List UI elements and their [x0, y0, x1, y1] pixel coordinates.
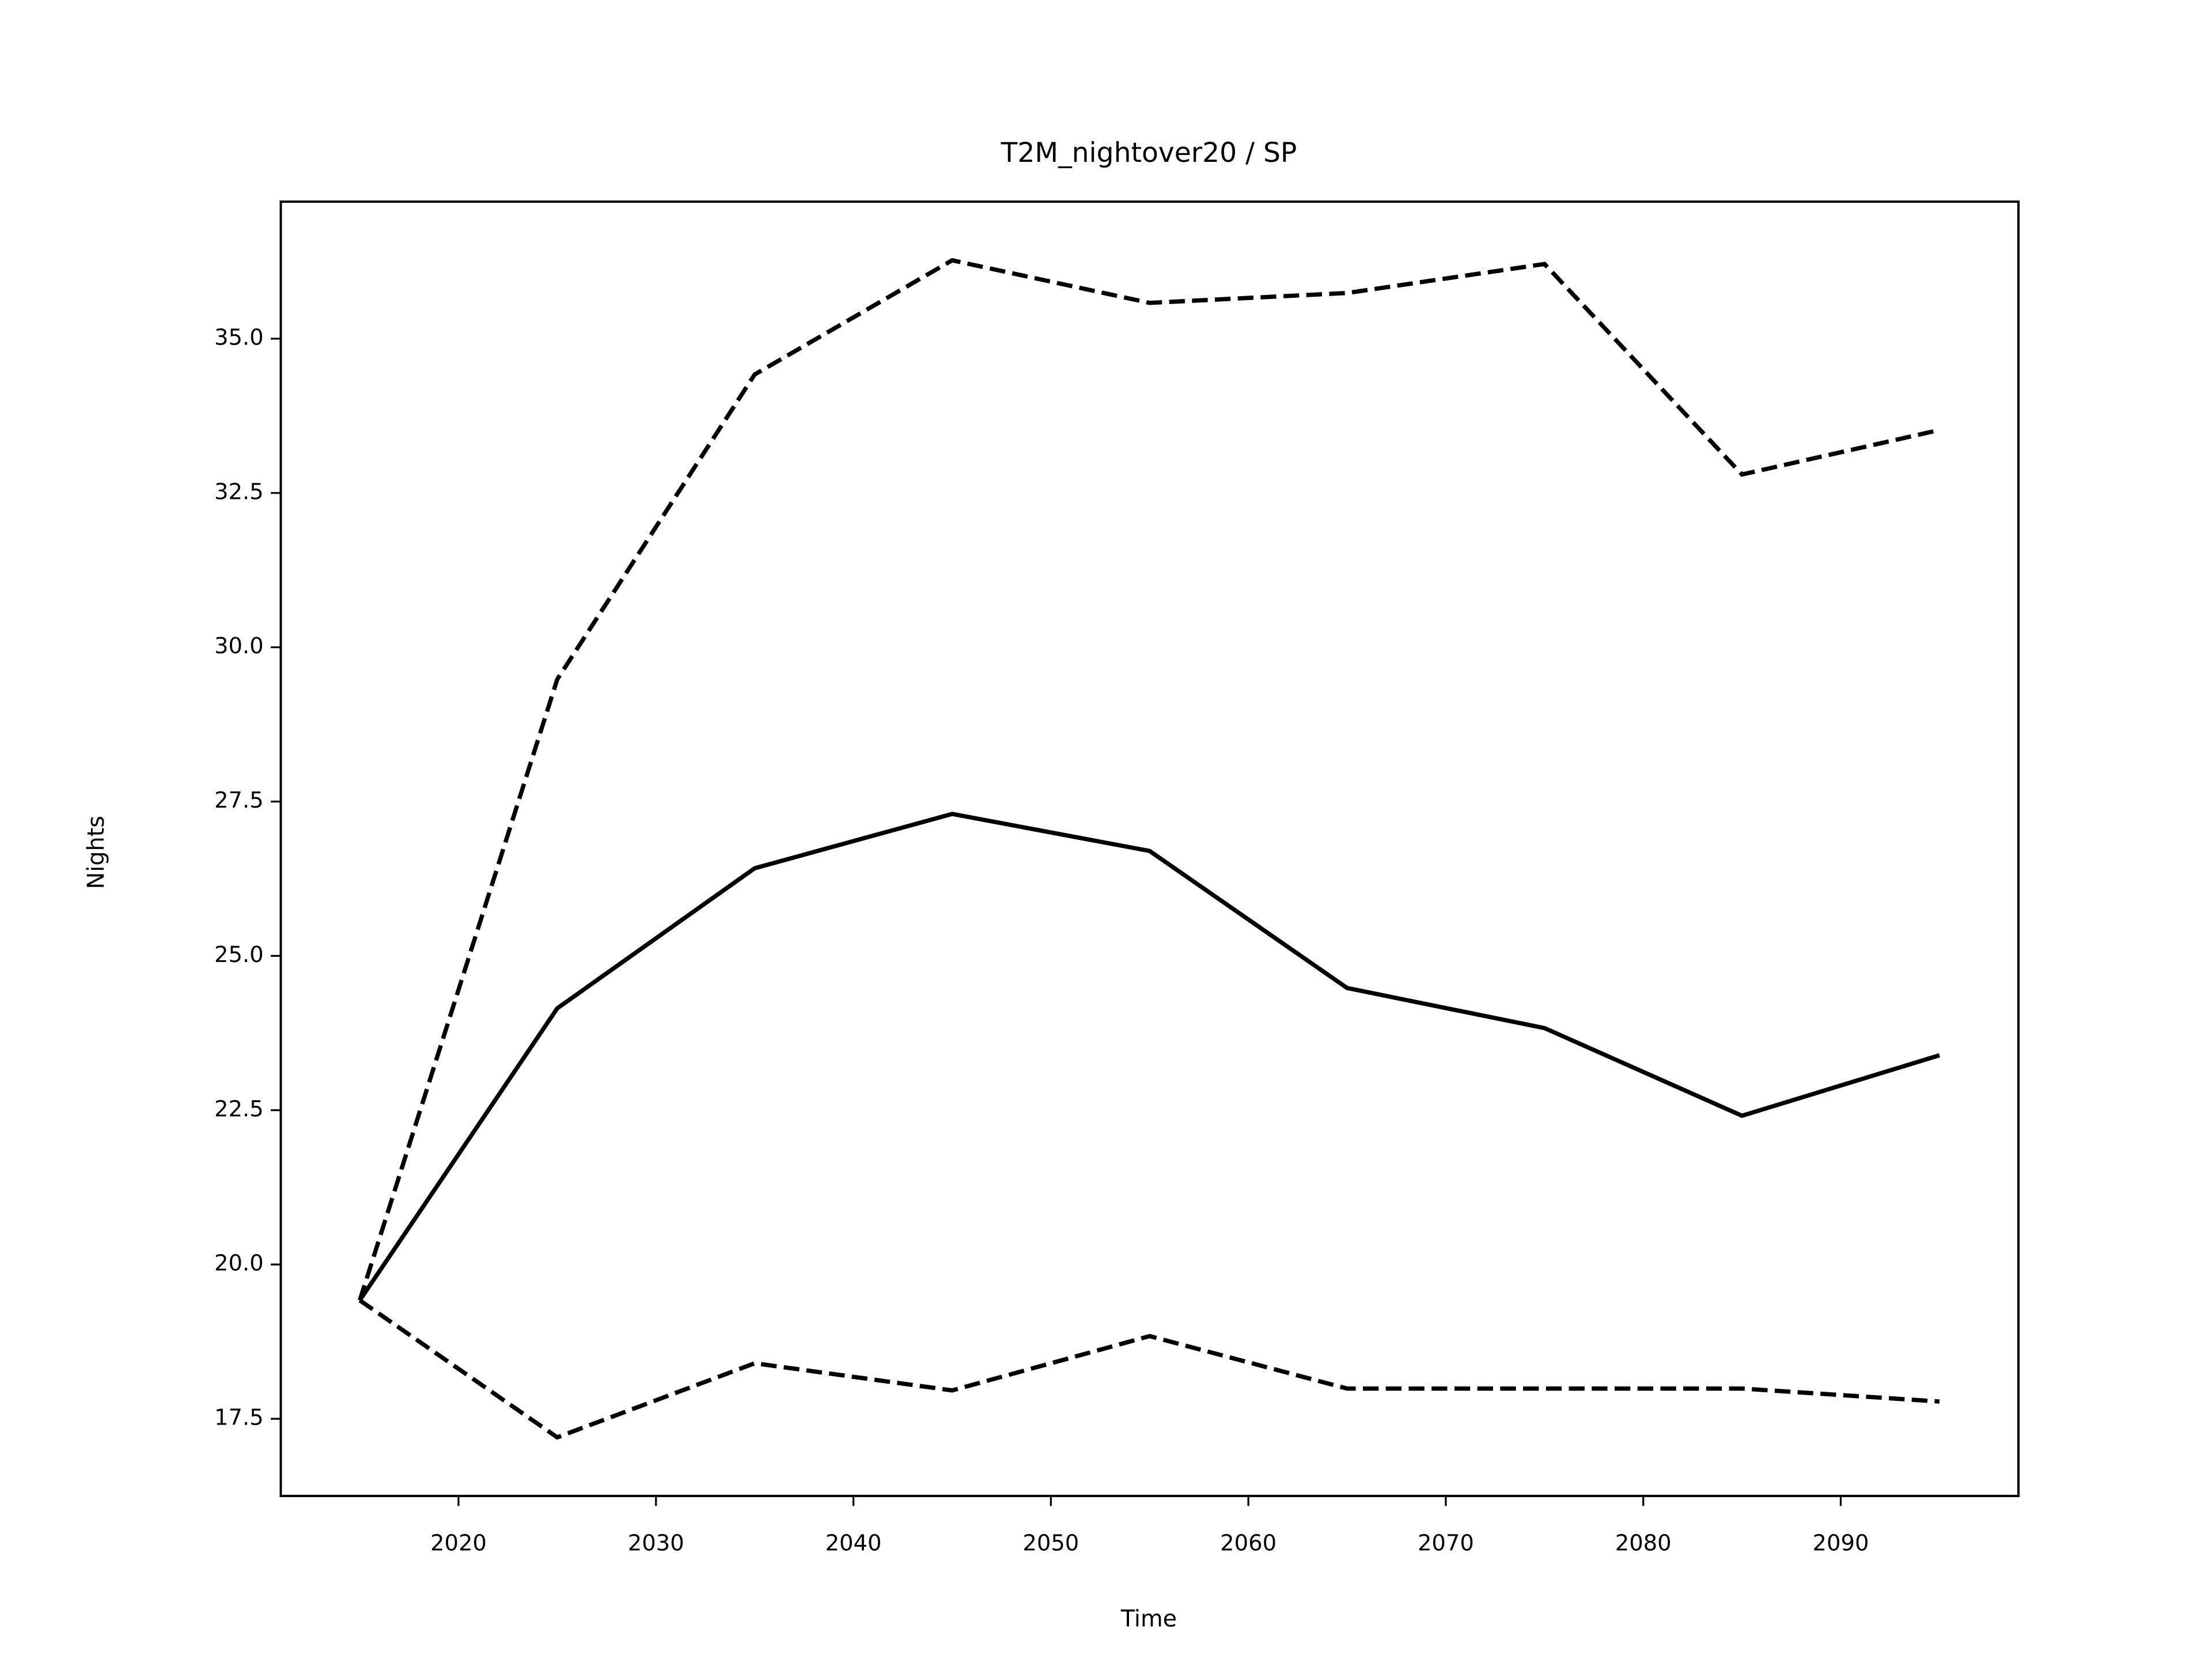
y-tick-label: 22.5: [214, 1096, 264, 1122]
y-tick-label: 27.5: [214, 787, 264, 813]
x-tick-label: 2030: [628, 1530, 684, 1556]
y-tick-label: 35.0: [214, 324, 264, 350]
y-tick-label: 20.0: [214, 1251, 264, 1277]
x-tick-label: 2080: [1615, 1530, 1672, 1556]
plot-frame: [279, 200, 2020, 1497]
x-tick-label: 2090: [1813, 1530, 1869, 1556]
chart-title: T2M_nightover20 / SP: [1001, 137, 1297, 169]
x-axis-label: Time: [1120, 1605, 1177, 1632]
x-tick-label: 2020: [430, 1530, 487, 1556]
y-tick-label: 25.0: [214, 942, 264, 968]
line-series: [358, 1298, 1940, 1440]
x-tick-label: 2050: [1022, 1530, 1079, 1556]
y-tick-label: 30.0: [214, 633, 264, 659]
x-tick-label: 2070: [1418, 1530, 1474, 1556]
line-series: [358, 812, 1940, 1302]
line-series: [358, 257, 1940, 1301]
y-tick-label: 17.5: [214, 1405, 264, 1431]
x-tick-label: 2040: [825, 1530, 882, 1556]
x-tick-label: 2060: [1220, 1530, 1277, 1556]
y-tick-label: 32.5: [214, 479, 264, 505]
y-axis-label: Nights: [83, 816, 109, 889]
